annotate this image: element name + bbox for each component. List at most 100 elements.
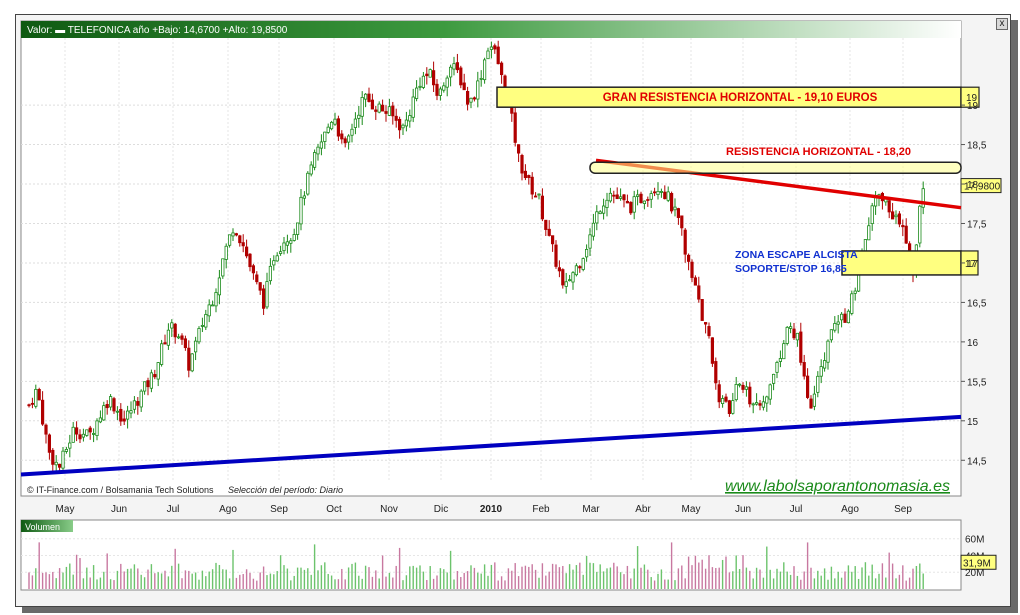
candle-body [404, 119, 409, 127]
candle-body [653, 191, 657, 194]
candle-body [537, 193, 541, 196]
candle-body [891, 211, 895, 220]
candle-body [486, 50, 490, 60]
candle-body [649, 193, 653, 200]
candle-body [326, 126, 330, 133]
price-header-bar [21, 21, 961, 38]
candle-body [265, 281, 269, 308]
x-tick-label: Mar [582, 504, 600, 515]
website-link[interactable]: www.labolsaporantonomasia.es [725, 478, 950, 495]
volume-grid [21, 538, 961, 573]
volume-bars [28, 542, 924, 589]
candle-body [438, 88, 443, 96]
candle-body [697, 285, 701, 300]
candle-body [517, 144, 521, 154]
candle-body [812, 393, 817, 407]
candle-body [312, 152, 317, 168]
candle-body [833, 323, 837, 331]
source-credit: © IT-Finance.com / Bolsamania Tech Solut… [27, 485, 214, 495]
candle-body [748, 386, 752, 405]
resistencia-label: RESISTENCIA HORIZONTAL - 18,20 [726, 146, 911, 158]
y-tick-label: 17,5 [967, 219, 987, 230]
candle-body [401, 124, 405, 129]
candle-body [98, 417, 102, 423]
zona-escape-label: ZONA ESCAPE ALCISTA [735, 249, 858, 261]
candle-body [64, 448, 68, 452]
candle-body [520, 155, 524, 174]
candle-body [129, 410, 133, 414]
candle-body [544, 219, 548, 230]
candle-body [670, 193, 674, 212]
candle-body [826, 340, 830, 363]
candle-body [710, 337, 715, 364]
candle-body [829, 329, 834, 341]
candle-body [578, 266, 582, 269]
y-tick-label: 19 [967, 101, 979, 112]
y-tick-label: 15 [967, 417, 979, 428]
candle-body [727, 400, 732, 414]
candle-body [295, 222, 300, 235]
candle-body [768, 384, 772, 400]
candle-body [272, 260, 276, 266]
candle-body [772, 373, 776, 384]
candle-body [870, 205, 874, 225]
candle-body [180, 335, 184, 340]
x-tick-label: Jun [735, 504, 751, 515]
candle-body [489, 46, 494, 50]
candle-body [51, 449, 55, 465]
candle-body [551, 235, 555, 245]
candle-body [299, 196, 303, 225]
candle-body [659, 191, 664, 193]
candle-body [289, 240, 293, 244]
candle-body [680, 215, 684, 229]
x-tick-label: May [682, 504, 701, 515]
x-tick-label: Dic [434, 504, 448, 515]
candle-body [231, 232, 235, 237]
candle-body [163, 342, 167, 345]
candle-body [591, 222, 596, 237]
candle-body [595, 211, 599, 224]
candle-body [602, 205, 606, 214]
candle-body [81, 433, 85, 438]
candle-body [261, 288, 266, 309]
candle-body [744, 386, 749, 390]
candle-body [493, 45, 497, 50]
candle-body [612, 194, 616, 197]
candle-body [357, 114, 361, 119]
candle-body [455, 62, 460, 71]
candle-body [159, 343, 164, 365]
volume-tick-label: 20M [965, 568, 984, 579]
tag-17-label: 17 [965, 259, 977, 270]
candle-body [340, 133, 344, 140]
candle-body [479, 77, 483, 80]
candle-body [462, 82, 466, 91]
candle-body [333, 118, 337, 125]
candle-body [30, 402, 35, 405]
candle-body [894, 214, 898, 218]
candle-body [241, 242, 245, 247]
candle-body [693, 277, 698, 286]
y-tick-label: 17 [967, 259, 979, 270]
candle-body [816, 375, 820, 393]
candle-body [132, 400, 136, 410]
last-volume-box [960, 554, 997, 570]
last-volume-label: 31,9M [963, 558, 991, 569]
candle-body [68, 442, 72, 449]
price-y-axis: 14,5 15 15,5 16 16,5 17 17,5 18 18,5 19 [961, 101, 987, 467]
candle-body [663, 191, 667, 200]
x-axis: May Jun Jul Ago Sep Oct Nov Dic 2010 Feb Mar Abr May… [56, 504, 913, 515]
volume-header-bar [21, 520, 73, 532]
candle-body [714, 361, 718, 384]
candle-body [292, 234, 296, 241]
x-tick-label: Sep [894, 504, 912, 515]
annotations: GRAN RESISTENCIA HORIZONTAL - 19,10 EURO… [20, 86, 1002, 477]
candle-body [850, 293, 854, 314]
candle-body [921, 188, 925, 208]
candle-body [853, 290, 857, 294]
candle-body [540, 195, 545, 220]
close-button[interactable]: x [996, 18, 1008, 30]
candle-body [809, 398, 813, 409]
candle-body [156, 362, 160, 380]
candle-body [227, 234, 232, 246]
